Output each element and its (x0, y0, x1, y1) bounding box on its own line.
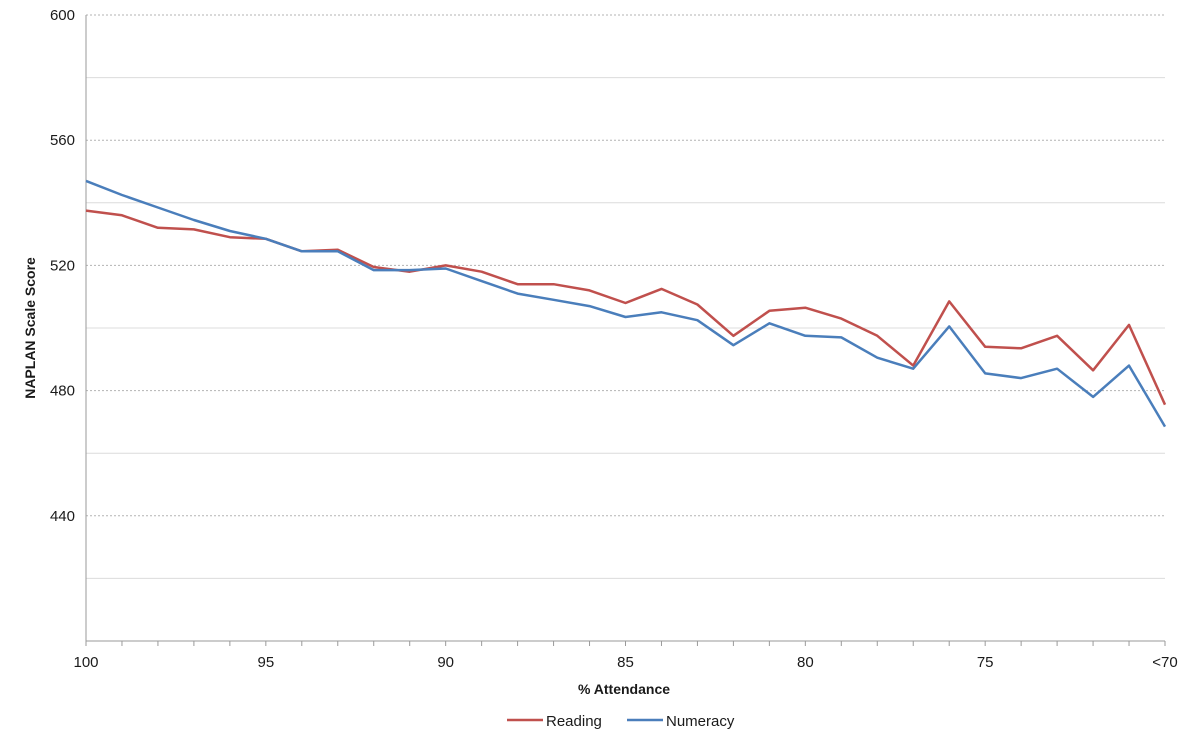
x-tick-label: 85 (617, 654, 634, 671)
y-tick-label: 480 (50, 383, 75, 400)
legend: Reading Numeracy (507, 713, 735, 730)
series-line-numeracy (85, 179, 1167, 428)
x-tick-label: 90 (437, 654, 454, 671)
grid-lines (86, 14, 1165, 579)
axes (85, 15, 1166, 646)
series-lines (85, 179, 1167, 428)
x-axis-title: % Attendance (578, 681, 670, 697)
legend-label-numeracy: Numeracy (666, 713, 735, 730)
x-tick-label: 95 (257, 654, 274, 671)
x-tick-labels: 100 95 90 85 80 75 <70 (73, 654, 1177, 671)
y-tick-label: 440 (50, 508, 75, 525)
x-tick-label: <70 (1152, 654, 1177, 671)
y-tick-label: 600 (50, 7, 75, 24)
y-tick-labels: 600 560 520 480 440 (50, 7, 75, 525)
x-tick-label: 75 (977, 654, 994, 671)
legend-label-reading: Reading (546, 713, 602, 730)
x-tick-label: 100 (73, 654, 98, 671)
y-tick-label: 560 (50, 132, 75, 149)
x-tick-label: 80 (797, 654, 814, 671)
y-axis-title: NAPLAN Scale Score (22, 257, 38, 399)
y-tick-label: 520 (50, 257, 75, 274)
